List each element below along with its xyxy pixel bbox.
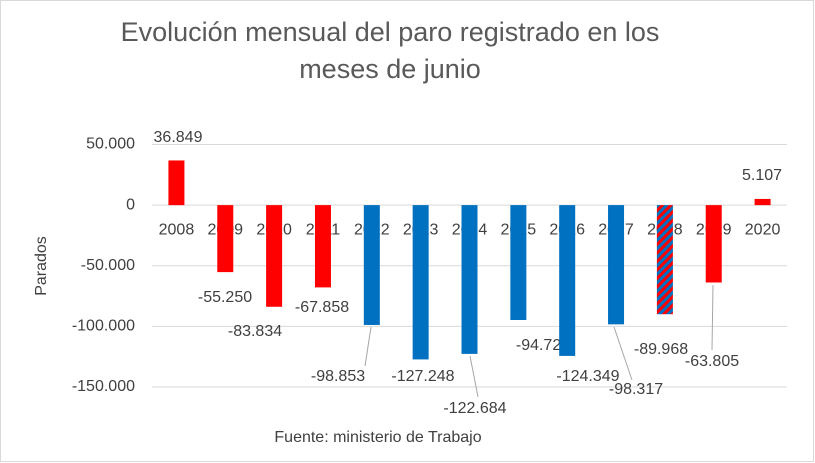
leader-line	[711, 284, 714, 351]
bar	[705, 205, 722, 283]
value-label: -94.727	[516, 337, 570, 354]
leader-line	[469, 355, 479, 398]
bar	[363, 205, 380, 325]
bar	[559, 205, 576, 356]
y-tick-label: -50.000	[81, 257, 135, 274]
value-label: -98.853	[311, 368, 365, 385]
bar	[510, 205, 527, 320]
bar	[608, 205, 625, 325]
value-label: -67.858	[295, 299, 349, 316]
bar	[461, 205, 478, 354]
y-tick-label: -150.000	[72, 378, 135, 395]
bar	[754, 198, 771, 206]
value-label: -127.248	[391, 368, 454, 385]
value-label: -122.684	[443, 400, 506, 417]
value-label: -124.349	[556, 368, 619, 385]
bar	[168, 160, 185, 206]
bar	[266, 205, 283, 307]
x-tick-label: 2020	[745, 221, 781, 238]
value-label: 36.849	[154, 129, 203, 146]
value-label: -55.250	[198, 289, 252, 306]
leader-line	[364, 326, 372, 367]
chart-title: Evolución mensual del paro registrado en…	[120, 17, 660, 84]
y-axis-label: Parados	[33, 236, 50, 296]
value-label: -89.968	[634, 341, 688, 358]
leader-line	[613, 326, 633, 381]
bar	[656, 205, 673, 315]
value-label: -98.317	[609, 381, 663, 398]
value-label: -83.834	[228, 323, 282, 340]
bar	[412, 205, 429, 360]
bar	[217, 205, 234, 273]
y-tick-label: 0	[126, 196, 135, 213]
value-label: 5.107	[742, 167, 782, 184]
x-tick-label: 2008	[159, 221, 195, 238]
value-label: -63.805	[685, 353, 739, 370]
y-tick-label: 50.000	[86, 136, 135, 153]
bar	[314, 205, 331, 288]
source-note: Fuente: ministerio de Trabajo	[274, 429, 481, 446]
y-tick-label: -100.000	[72, 318, 135, 335]
